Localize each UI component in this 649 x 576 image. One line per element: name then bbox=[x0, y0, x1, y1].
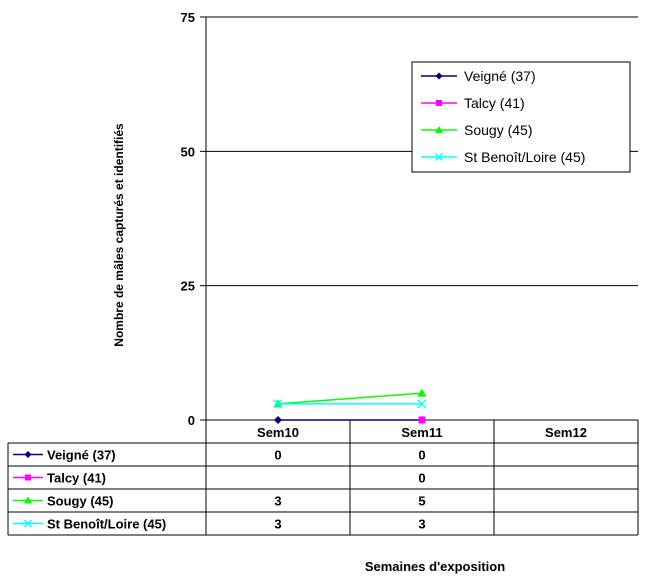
x-tick-label: Sem12 bbox=[545, 425, 587, 440]
y-tick-label: 75 bbox=[181, 10, 195, 25]
data-point bbox=[24, 496, 32, 504]
legend-item: Veigné (37) bbox=[421, 68, 536, 84]
x-tick-label: Sem10 bbox=[257, 425, 299, 440]
series-line bbox=[273, 399, 427, 409]
x-tick-label: Sem11 bbox=[401, 425, 442, 440]
legend-label: Sougy (45) bbox=[464, 122, 532, 138]
legend-item: Talcy (41) bbox=[421, 95, 525, 111]
y-tick-label: 50 bbox=[181, 144, 195, 159]
data-label: 0 bbox=[274, 448, 281, 463]
data-label: 3 bbox=[274, 494, 281, 509]
data-label: 3 bbox=[274, 517, 281, 532]
series-segment bbox=[277, 392, 423, 405]
series-line bbox=[418, 416, 426, 424]
y-tick-label: 0 bbox=[188, 413, 195, 428]
data-point bbox=[417, 399, 427, 409]
y-tick-label: 25 bbox=[181, 279, 195, 294]
legend-item: Sougy (45) bbox=[421, 122, 532, 138]
x-axis-label: Semaines d'exposition bbox=[365, 559, 505, 574]
data-label: 5 bbox=[418, 494, 425, 509]
data-point bbox=[435, 153, 443, 161]
table-row-label: St Benoît/Loire (45) bbox=[47, 517, 166, 532]
data-point bbox=[274, 416, 282, 424]
legend-label: Veigné (37) bbox=[464, 68, 536, 84]
legend-label: Talcy (41) bbox=[464, 95, 525, 111]
data-table: Sem10 Sem11 Sem12 Veigné (37) 0 0 Talcy (41) 0 S… bbox=[7, 420, 639, 536]
table-row-label: Talcy (41) bbox=[47, 471, 106, 486]
data-label: 3 bbox=[418, 517, 425, 532]
series-lines bbox=[273, 388, 427, 424]
data-point bbox=[417, 388, 427, 397]
legend-label: St Benoît/Loire (45) bbox=[464, 149, 585, 165]
y-tick-labels: 0 25 50 75 bbox=[181, 10, 206, 428]
legend: Veigné (37) Talcy (41) Sougy (45) St Benoît… bbox=[411, 61, 631, 173]
data-point bbox=[24, 519, 32, 528]
data-point bbox=[273, 399, 283, 409]
data-point bbox=[25, 474, 31, 481]
data-label: 0 bbox=[418, 448, 425, 463]
data-point bbox=[418, 416, 426, 424]
data-point bbox=[435, 126, 443, 133]
legend-item: St Benoît/Loire (45) bbox=[421, 149, 585, 165]
data-point bbox=[436, 100, 442, 106]
data-label: 0 bbox=[418, 471, 425, 486]
table-row-label: Sougy (45) bbox=[47, 494, 113, 509]
data-point bbox=[435, 72, 443, 80]
y-axis-label: Nombre de mâles capturés et identifiés bbox=[112, 123, 126, 347]
table-row-label: Veigné (37) bbox=[47, 448, 116, 463]
legend-box bbox=[411, 61, 631, 173]
data-point bbox=[24, 451, 32, 458]
